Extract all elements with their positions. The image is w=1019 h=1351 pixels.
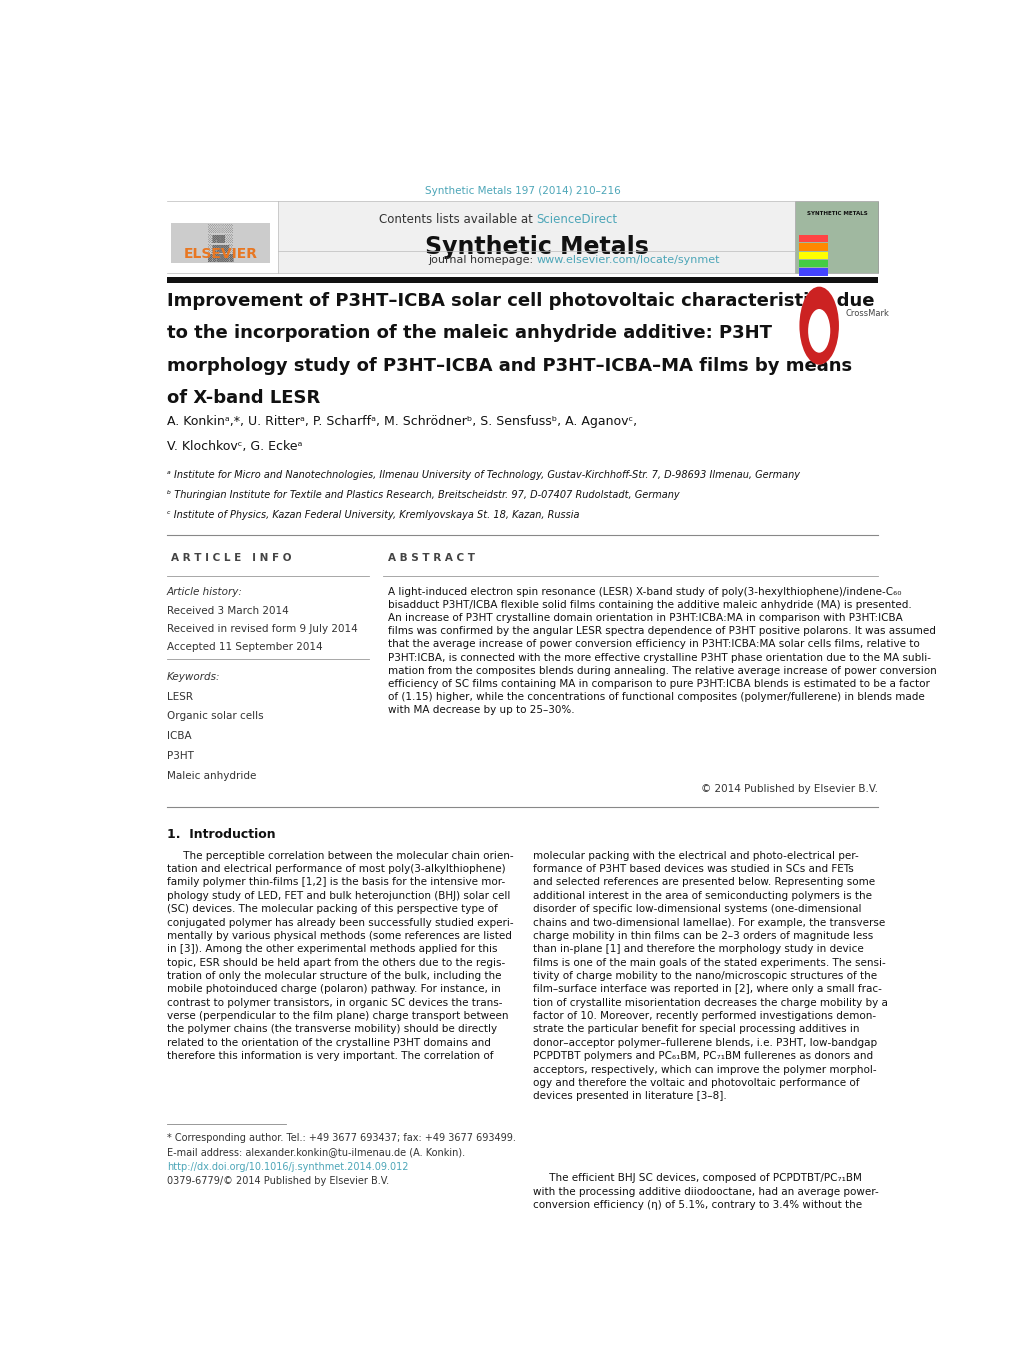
Text: ░░░░░░
░▓▓▓░░
░▓▓▓▓░
▓▓▓▓▓▓: ░░░░░░ ░▓▓▓░░ ░▓▓▓▓░ ▓▓▓▓▓▓ (208, 224, 233, 262)
Text: Accepted 11 September 2014: Accepted 11 September 2014 (167, 642, 322, 651)
Text: CrossMark: CrossMark (845, 308, 889, 317)
Text: A R T I C L E   I N F O: A R T I C L E I N F O (171, 554, 291, 563)
Text: 0379-6779/© 2014 Published by Elsevier B.V.: 0379-6779/© 2014 Published by Elsevier B… (167, 1177, 389, 1186)
Text: The perceptible correlation between the molecular chain orien-
tation and electr: The perceptible correlation between the … (167, 851, 514, 1061)
Text: Organic solar cells: Organic solar cells (167, 712, 263, 721)
Bar (799, 269, 827, 276)
Bar (795, 200, 877, 273)
Text: 1.  Introduction: 1. Introduction (167, 828, 275, 840)
Text: © 2014 Published by Elsevier B.V.: © 2014 Published by Elsevier B.V. (701, 784, 877, 794)
Text: A. Konkinᵃ,*, U. Ritterᵃ, P. Scharffᵃ, M. Schrödnerᵇ, S. Sensfussᵇ, A. Aganovᶜ,: A. Konkinᵃ,*, U. Ritterᵃ, P. Scharffᵃ, M… (167, 415, 637, 428)
Text: Received in revised form 9 July 2014: Received in revised form 9 July 2014 (167, 624, 358, 634)
Text: ᵃ Institute for Micro and Nanotechnologies, Ilmenau University of Technology, Gu: ᵃ Institute for Micro and Nanotechnologi… (167, 470, 799, 480)
Text: Contents lists available at: Contents lists available at (379, 213, 536, 226)
Bar (799, 243, 827, 250)
Text: V. Klochkovᶜ, G. Eckeᵃ: V. Klochkovᶜ, G. Eckeᵃ (167, 440, 302, 453)
Bar (167, 200, 877, 273)
Text: Synthetic Metals 197 (2014) 210–216: Synthetic Metals 197 (2014) 210–216 (425, 186, 620, 196)
Text: ᶜ Institute of Physics, Kazan Federal University, Kremlyovskaya St. 18, Kazan, R: ᶜ Institute of Physics, Kazan Federal Un… (167, 509, 579, 520)
Text: ᵇ Thuringian Institute for Textile and Plastics Research, Breitscheidstr. 97, D-: ᵇ Thuringian Institute for Textile and P… (167, 490, 679, 500)
Text: A B S T R A C T: A B S T R A C T (388, 554, 475, 563)
Text: Received 3 March 2014: Received 3 March 2014 (167, 607, 288, 616)
Text: journal homepage:: journal homepage: (428, 255, 536, 265)
Text: www.elsevier.com/locate/synmet: www.elsevier.com/locate/synmet (536, 255, 719, 265)
Text: to the incorporation of the maleic anhydride additive: P3HT: to the incorporation of the maleic anhyd… (167, 324, 771, 342)
Text: molecular packing with the electrical and photo-electrical per-
formance of P3HT: molecular packing with the electrical an… (533, 851, 887, 1101)
Bar (799, 259, 827, 267)
Text: P3HT: P3HT (167, 751, 194, 761)
Text: Keywords:: Keywords: (167, 671, 220, 682)
Ellipse shape (799, 286, 839, 365)
Text: ELSEVIER: ELSEVIER (183, 247, 258, 261)
Text: of X-band LESR: of X-band LESR (167, 389, 320, 407)
Text: * Corresponding author. Tel.: +49 3677 693437; fax: +49 3677 693499.: * Corresponding author. Tel.: +49 3677 6… (167, 1132, 516, 1143)
Bar (171, 223, 269, 263)
Text: SYNTHETIC METALS: SYNTHETIC METALS (806, 211, 866, 216)
Text: E-mail address: alexander.konkin@tu-ilmenau.de (A. Konkin).: E-mail address: alexander.konkin@tu-ilme… (167, 1147, 465, 1158)
Text: LESR: LESR (167, 692, 193, 701)
Bar (167, 200, 277, 273)
Text: The efficient BHJ SC devices, composed of PCPDTBT/PC₇₁BM
with the processing add: The efficient BHJ SC devices, composed o… (533, 1173, 878, 1210)
Text: Improvement of P3HT–ICBA solar cell photovoltaic characteristics due: Improvement of P3HT–ICBA solar cell phot… (167, 292, 873, 311)
Text: morphology study of P3HT–ICBA and P3HT–ICBA–MA films by means: morphology study of P3HT–ICBA and P3HT–I… (167, 357, 851, 374)
Text: ScienceDirect: ScienceDirect (536, 213, 618, 226)
Text: ICBA: ICBA (167, 731, 192, 742)
Text: http://dx.doi.org/10.1016/j.synthmet.2014.09.012: http://dx.doi.org/10.1016/j.synthmet.201… (167, 1162, 409, 1171)
Bar (799, 235, 827, 242)
Text: Maleic anhydride: Maleic anhydride (167, 770, 256, 781)
Ellipse shape (807, 309, 829, 353)
Text: Synthetic Metals: Synthetic Metals (424, 235, 648, 259)
Text: A light-induced electron spin resonance (LESR) X-band study of poly(3-hexylthiop: A light-induced electron spin resonance … (388, 586, 936, 715)
Bar (167, 277, 877, 282)
Bar (799, 251, 827, 259)
Text: Article history:: Article history: (167, 586, 243, 597)
